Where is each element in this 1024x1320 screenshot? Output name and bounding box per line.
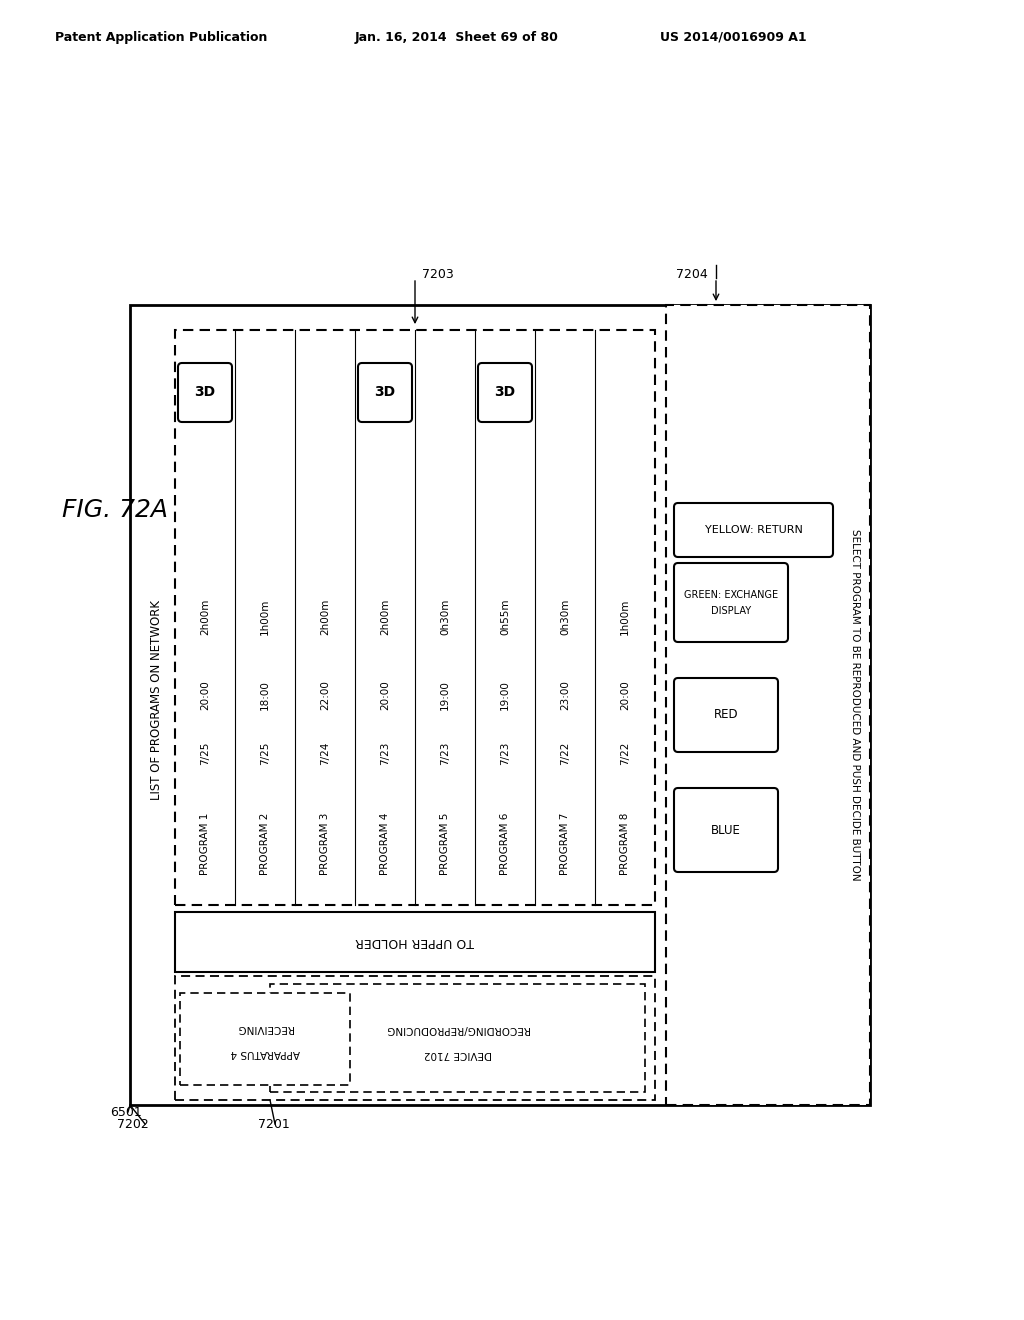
Text: 7/22: 7/22	[560, 742, 570, 766]
Bar	[180, 993, 350, 1085]
Text: 19:00: 19:00	[440, 680, 450, 710]
Text: US 2014/0016909 A1: US 2014/0016909 A1	[660, 30, 807, 44]
FancyBboxPatch shape	[674, 564, 788, 642]
Bar	[130, 305, 870, 1105]
Text: 7/23: 7/23	[440, 742, 450, 766]
Text: 3D: 3D	[195, 385, 216, 400]
Text: PROGRAM 6: PROGRAM 6	[500, 813, 510, 875]
Text: PROGRAM 5: PROGRAM 5	[440, 813, 450, 875]
Text: 2h00m: 2h00m	[380, 599, 390, 635]
Text: 19:00: 19:00	[500, 680, 510, 710]
Text: YELLOW: RETURN: YELLOW: RETURN	[705, 525, 803, 535]
Text: 20:00: 20:00	[200, 680, 210, 710]
Text: TO UPPER HOLDER: TO UPPER HOLDER	[355, 936, 474, 949]
Text: 7/25: 7/25	[200, 742, 210, 766]
FancyBboxPatch shape	[674, 788, 778, 873]
Text: PROGRAM 4: PROGRAM 4	[380, 813, 390, 875]
Text: 7204: 7204	[676, 268, 708, 281]
Text: 18:00: 18:00	[260, 680, 270, 710]
Bar	[175, 975, 655, 1100]
Bar	[175, 912, 655, 972]
Text: PROGRAM 8: PROGRAM 8	[620, 813, 630, 875]
Text: PROGRAM 3: PROGRAM 3	[319, 813, 330, 875]
Text: 2h00m: 2h00m	[200, 599, 210, 635]
Text: Patent Application Publication: Patent Application Publication	[55, 30, 267, 44]
Text: APPARATUS 4: APPARATUS 4	[230, 1048, 300, 1057]
Text: 0h30m: 0h30m	[440, 599, 450, 635]
Text: 20:00: 20:00	[380, 680, 390, 710]
Text: 7/22: 7/22	[620, 742, 630, 766]
Text: 7/24: 7/24	[319, 742, 330, 766]
Text: SELECT PROGRAM TO BE REPRODUCED AND PUSH DECIDE BUTTON: SELECT PROGRAM TO BE REPRODUCED AND PUSH…	[850, 529, 860, 880]
Text: 1h00m: 1h00m	[620, 599, 630, 635]
Text: RECORDING/REPRODUCING: RECORDING/REPRODUCING	[386, 1024, 529, 1035]
Text: PROGRAM 2: PROGRAM 2	[260, 813, 270, 875]
Text: LIST OF PROGRAMS ON NETWORK: LIST OF PROGRAMS ON NETWORK	[151, 601, 164, 800]
Text: 7203: 7203	[422, 268, 454, 281]
Text: 7202: 7202	[117, 1118, 148, 1130]
FancyBboxPatch shape	[178, 363, 232, 422]
Text: DEVICE 7102: DEVICE 7102	[424, 1049, 492, 1059]
FancyBboxPatch shape	[478, 363, 532, 422]
FancyBboxPatch shape	[674, 678, 778, 752]
FancyBboxPatch shape	[674, 503, 833, 557]
Text: GREEN: EXCHANGE: GREEN: EXCHANGE	[684, 590, 778, 599]
Text: 7/25: 7/25	[260, 742, 270, 766]
Text: 20:00: 20:00	[620, 680, 630, 710]
Text: 7201: 7201	[258, 1118, 290, 1130]
Text: Jan. 16, 2014  Sheet 69 of 80: Jan. 16, 2014 Sheet 69 of 80	[355, 30, 559, 44]
Text: 3D: 3D	[375, 385, 395, 400]
Text: 7/23: 7/23	[380, 742, 390, 766]
Text: 6501: 6501	[110, 1106, 141, 1118]
Text: BLUE: BLUE	[711, 824, 741, 837]
Text: PROGRAM 7: PROGRAM 7	[560, 813, 570, 875]
Text: 7/23: 7/23	[500, 742, 510, 766]
Bar	[270, 983, 645, 1092]
Bar	[666, 305, 870, 1105]
FancyBboxPatch shape	[358, 363, 412, 422]
Text: 0h30m: 0h30m	[560, 599, 570, 635]
Bar	[175, 330, 655, 906]
Text: 22:00: 22:00	[319, 680, 330, 710]
Text: RECEIVING: RECEIVING	[237, 1023, 293, 1034]
Text: 2h00m: 2h00m	[319, 599, 330, 635]
Text: 0h55m: 0h55m	[500, 598, 510, 635]
Text: RED: RED	[714, 709, 738, 722]
Text: PROGRAM 1: PROGRAM 1	[200, 813, 210, 875]
Text: DISPLAY: DISPLAY	[711, 606, 751, 615]
Text: FIG. 72A: FIG. 72A	[62, 498, 168, 521]
Text: 1h00m: 1h00m	[260, 599, 270, 635]
Text: 23:00: 23:00	[560, 680, 570, 710]
Text: 3D: 3D	[495, 385, 515, 400]
